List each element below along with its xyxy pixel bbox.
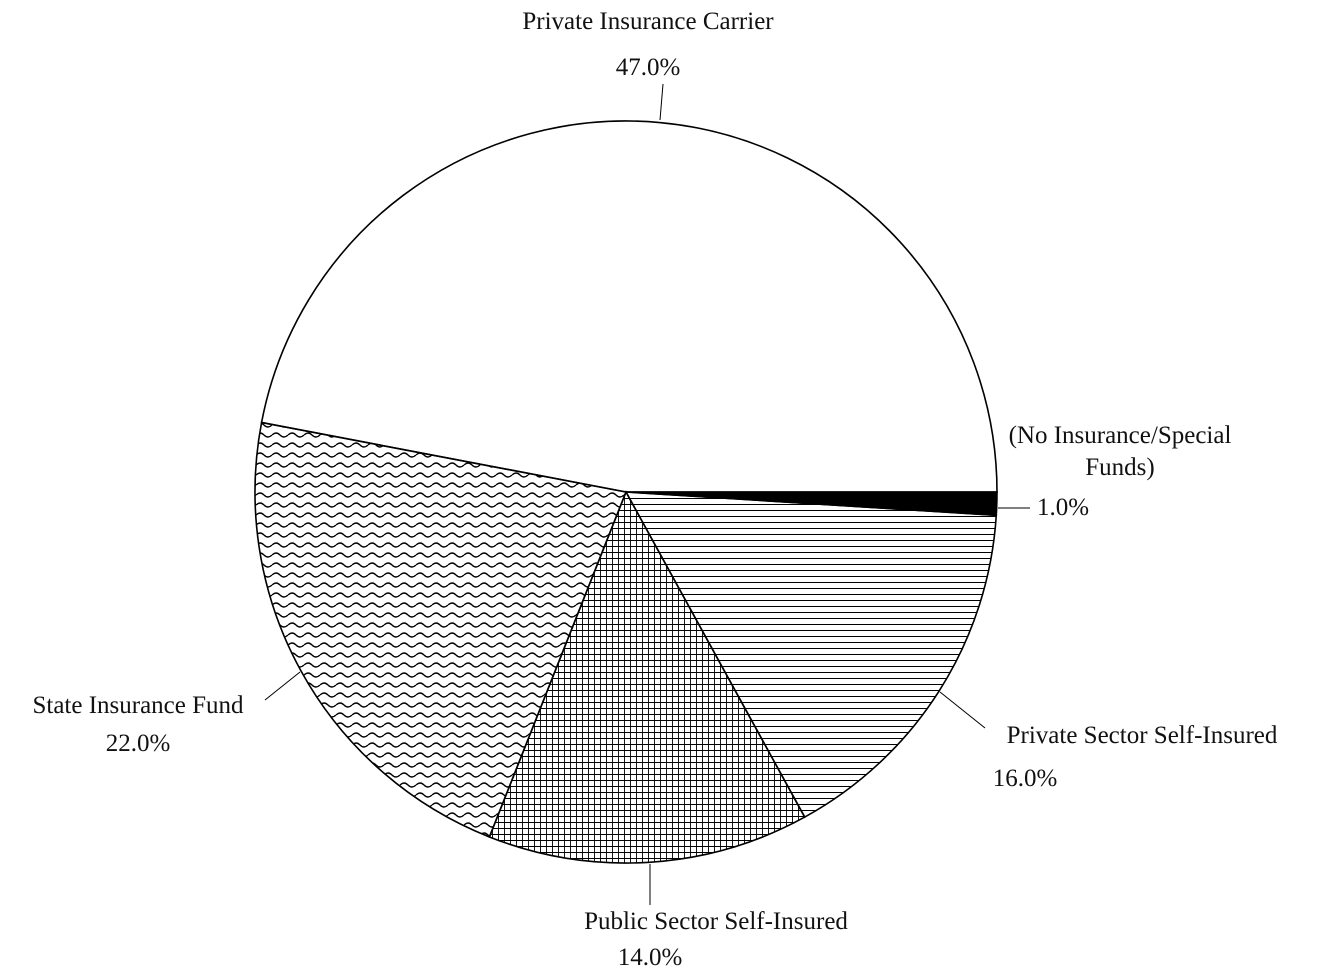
leader-line bbox=[939, 691, 986, 729]
pie-slice bbox=[624, 491, 998, 819]
pie-slice bbox=[260, 120, 998, 493]
slice-label: Private Sector Self-Insured bbox=[1006, 722, 1278, 749]
value-label: 16.0% bbox=[992, 765, 1058, 792]
value-label: 22.0% bbox=[105, 730, 171, 757]
slice-label: Private Insurance Carrier bbox=[522, 8, 774, 35]
leader-line bbox=[659, 83, 664, 121]
value-label: 1.0% bbox=[1036, 494, 1090, 521]
slice-label: State Insurance Fund bbox=[32, 692, 244, 719]
value-label: 47.0% bbox=[615, 54, 681, 81]
pie-slice bbox=[625, 491, 998, 517]
slice-label: (No Insurance/Special Funds) bbox=[1008, 422, 1232, 481]
leader-line bbox=[264, 671, 301, 701]
value-label: 14.0% bbox=[617, 944, 683, 971]
slice-label: Public Sector Self-Insured bbox=[584, 908, 848, 935]
pie-slice bbox=[488, 490, 806, 864]
pie-slice bbox=[254, 421, 628, 838]
